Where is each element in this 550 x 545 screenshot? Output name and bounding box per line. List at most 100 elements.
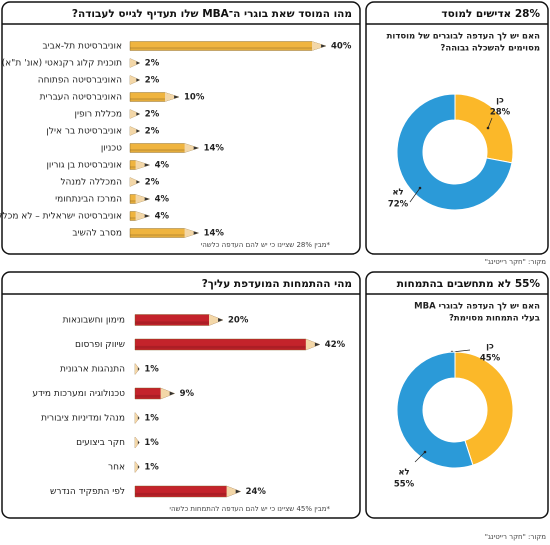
pencil-lead	[193, 231, 199, 235]
panel	[1, 1, 361, 255]
pencil-shade	[135, 394, 161, 398]
pencil-shade	[130, 47, 312, 50]
pencil-shade	[130, 166, 136, 169]
value-label: 24%	[246, 487, 267, 497]
pencil-lead	[235, 489, 241, 494]
value-label: 14%	[204, 144, 225, 154]
pencil-wood	[312, 41, 326, 51]
value-label: 2%	[145, 127, 160, 137]
category-label: שיווק ופרסום	[75, 340, 125, 350]
category-label: אוניברסיטה ישראלית – לא מכללה	[0, 212, 122, 222]
pencil-lead	[137, 367, 140, 371]
pencil-wood	[130, 126, 140, 136]
donut-slice	[454, 93, 514, 164]
pencil-lead	[193, 146, 199, 150]
pencil-lead	[169, 391, 175, 396]
category-label: אחר	[108, 463, 125, 473]
value-label: 10%	[184, 93, 205, 103]
donut-slice	[396, 351, 474, 469]
category-label: מימון וחשבונאות	[63, 316, 125, 326]
pencil-lead	[137, 416, 140, 420]
category-label: תוכנית קלוג רקנאטי (אונ' ת"א)	[2, 59, 122, 69]
slice-value: 55%	[394, 480, 415, 490]
slice-label: כן	[496, 96, 504, 106]
panel-title: 55% לא מתחשבים בהתמחות	[397, 278, 541, 290]
value-label: 2%	[145, 178, 160, 188]
category-label: המכללה למנהל	[60, 178, 122, 188]
value-label: 1%	[144, 463, 159, 473]
category-label: מכללת רופין	[75, 110, 123, 120]
leader-line	[414, 451, 426, 463]
pencil-lead	[136, 180, 140, 184]
pencil-wood	[184, 143, 199, 153]
slice-label: כן	[486, 342, 494, 352]
pencil-lead	[218, 318, 223, 322]
category-label: לפי התפקיד הנדרש	[50, 487, 125, 497]
pencil-lead	[144, 214, 150, 218]
category-label: האוניברסיטה העברית	[40, 93, 123, 103]
pencil-shade	[130, 234, 185, 237]
footnote: *מבין 28% שציינו כי יש להם העדפה כלשהי	[201, 241, 331, 249]
category-label: אוניברסיטת בן גוריון	[46, 161, 122, 171]
pencil-wood	[135, 194, 150, 204]
category-label: טכנולוגיה ומערכות מידע	[32, 389, 125, 399]
question: האם יש לך העדפה לבוגרי MBA	[414, 302, 540, 312]
value-label: 2%	[145, 59, 160, 69]
pencil-lead	[136, 129, 140, 133]
leader-line	[487, 117, 493, 129]
pencil-shade	[130, 217, 136, 220]
pencil-lead	[321, 44, 326, 48]
pencil-wood	[130, 177, 140, 187]
source: מקור: "חקר רייטינג"	[485, 258, 546, 266]
leader-line	[409, 187, 421, 203]
pencil-lead	[144, 163, 150, 167]
category-label: אוניברסיטת בר אילן	[46, 127, 122, 137]
value-label: 4%	[155, 195, 170, 205]
value-label: 2%	[145, 76, 160, 86]
category-label: התנהגות ארגונית	[60, 365, 125, 375]
pencil-shade	[135, 321, 209, 325]
pencil-wood	[160, 388, 175, 399]
footnote: *מבין 45% שציינו כי יש להם העדפה להתמחות…	[169, 505, 330, 513]
pencil-shade	[130, 149, 185, 152]
pencil-lead	[137, 465, 140, 469]
slice-label: לא	[398, 468, 409, 478]
slice-label: לא	[392, 188, 403, 198]
value-label: 9%	[180, 389, 195, 399]
pencil-lead	[136, 78, 140, 82]
pencil-shade	[130, 200, 136, 203]
category-label: מנהל ומדיניות ציבורית	[41, 414, 125, 424]
pencil-wood	[130, 58, 140, 68]
pencil-wood	[226, 486, 241, 497]
value-label: 40%	[331, 42, 352, 52]
value-label: 14%	[204, 229, 225, 239]
question: מסוימים להשכלה גבוהה?	[440, 44, 540, 54]
pencil-shade	[135, 492, 227, 496]
leader-dot	[423, 450, 427, 454]
pencil-wood	[130, 75, 140, 85]
source: מקור: "חקר רייטינג"	[485, 533, 546, 541]
value-label: 4%	[155, 212, 170, 222]
donut-slice	[396, 93, 513, 211]
pencil-shade	[130, 98, 165, 101]
value-label: 1%	[144, 438, 159, 448]
panel-title: מהו המוסד שאת בוגרי ה־MBA שלו תעדיף לגיי…	[72, 8, 352, 20]
leader-dot	[486, 126, 490, 130]
slice-value: 45%	[480, 354, 501, 364]
value-label: 1%	[144, 365, 159, 375]
value-label: 20%	[228, 316, 249, 326]
panel-title: מהי ההתמחות המועדפת עליך?	[202, 278, 352, 290]
slice-value: 72%	[388, 200, 409, 210]
leader-dot	[418, 186, 422, 190]
slice-value: 28%	[490, 108, 511, 118]
panel-title: 28% אדישים למוסד	[441, 8, 540, 20]
pencil-wood	[209, 314, 223, 326]
category-label: מסרב להשיב	[72, 229, 122, 239]
pencil-wood	[135, 461, 140, 473]
category-label: האוניברסיטה הפתוחה	[38, 76, 122, 86]
pencil-lead	[144, 197, 150, 201]
pencil-wood	[165, 92, 179, 102]
pencil-wood	[135, 211, 150, 221]
pencil-wood	[305, 339, 320, 350]
